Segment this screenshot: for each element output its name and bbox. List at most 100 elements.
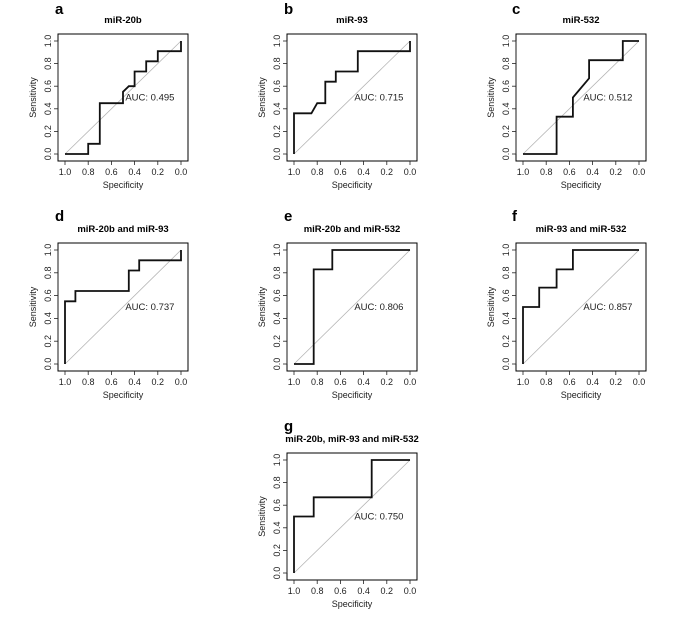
x-tick-label: 0.0	[404, 586, 417, 596]
y-tick-label: 0.0	[43, 148, 53, 161]
x-tick-label: 0.4	[586, 167, 599, 177]
y-tick-label: 0.2	[43, 125, 53, 138]
roc-curve	[522, 249, 639, 364]
x-tick-label: 0.6	[105, 167, 118, 177]
x-axis-label: Specificity	[332, 180, 373, 190]
x-tick-label: 0.8	[311, 167, 324, 177]
y-tick-label: 0.8	[272, 267, 282, 280]
y-tick-label: 0.2	[272, 125, 282, 138]
y-tick-label: 0.0	[272, 148, 282, 161]
roc-panel-e: e miR-20b and miR-532 0.0 0.2 0.4 0.6 0.8 1.0 1.…	[257, 208, 418, 400]
x-tick-label: 0.4	[586, 377, 599, 387]
y-tick-label: 0.8	[43, 57, 53, 70]
panel-title: miR-20b and miR-532	[304, 224, 401, 235]
roc-panel-b: b miR-93 0.0 0.2 0.4 0.6 0.8 1.0 1.0 0.8 0.6 0.4 0.2…	[257, 1, 418, 190]
y-tick-label: 0.6	[43, 80, 53, 93]
y-tick-label: 0.6	[272, 80, 282, 93]
x-tick-label: 0.2	[381, 586, 394, 596]
y-tick-label: 0.6	[501, 289, 511, 302]
roc-curve	[294, 249, 410, 365]
y-tick-label: 0.4	[43, 103, 53, 116]
x-tick-label: 1.0	[288, 167, 301, 177]
x-tick-label: 0.4	[357, 167, 370, 177]
y-tick-label: 0.4	[43, 312, 53, 325]
y-axis-label: Sensitivity	[257, 496, 267, 537]
x-tick-label: 0.0	[633, 167, 646, 177]
roc-panel-c: c miR-532 0.0 0.2 0.4 0.6 0.8 1.0 1.0 0.8 0.6 0.4 0.…	[486, 1, 647, 190]
x-tick-label: 0.6	[563, 377, 576, 387]
y-tick-label: 0.8	[501, 267, 511, 280]
auc-label: AUC: 0.495	[125, 93, 174, 104]
roc-curve	[523, 40, 639, 155]
x-tick-label: 0.4	[357, 586, 370, 596]
y-tick-label: 0.8	[43, 267, 53, 280]
x-tick-label: 0.6	[334, 167, 347, 177]
y-tick-label: 0.4	[272, 522, 282, 535]
y-axis-label: Sensitivity	[486, 286, 496, 327]
y-tick-label: 1.0	[272, 35, 282, 48]
y-tick-label: 0.0	[501, 148, 511, 161]
panel-letter: e	[284, 208, 292, 225]
auc-label: AUC: 0.512	[583, 93, 632, 104]
x-tick-label: 0.6	[334, 586, 347, 596]
x-tick-label: 0.0	[633, 377, 646, 387]
y-tick-label: 0.4	[272, 312, 282, 325]
auc-label: AUC: 0.806	[354, 302, 403, 313]
panel-letter: a	[55, 1, 64, 18]
panel-title: miR-532	[563, 15, 600, 26]
x-tick-label: 0.4	[357, 377, 370, 387]
auc-label: AUC: 0.715	[354, 93, 403, 104]
x-tick-label: 1.0	[517, 167, 530, 177]
x-tick-label: 1.0	[288, 586, 301, 596]
y-tick-label: 0.0	[272, 358, 282, 371]
x-tick-label: 1.0	[59, 167, 72, 177]
y-axis-label: Sensitivity	[28, 77, 38, 118]
y-tick-label: 1.0	[43, 244, 53, 257]
y-tick-label: 0.8	[272, 57, 282, 70]
y-tick-label: 1.0	[272, 454, 282, 467]
panel-title: miR-20b and miR-93	[77, 224, 168, 235]
y-tick-label: 0.0	[272, 567, 282, 580]
x-tick-label: 1.0	[517, 377, 530, 387]
x-tick-label: 0.4	[128, 377, 141, 387]
x-tick-label: 0.0	[175, 377, 188, 387]
y-tick-label: 0.2	[272, 335, 282, 348]
y-tick-label: 0.2	[501, 335, 511, 348]
reference-diagonal	[522, 249, 640, 365]
x-tick-label: 0.2	[152, 167, 165, 177]
y-tick-label: 1.0	[43, 35, 53, 48]
x-tick-label: 0.2	[152, 377, 165, 387]
y-tick-label: 0.0	[43, 358, 53, 371]
panel-title: miR-93	[336, 15, 368, 26]
panel-letter: d	[55, 208, 64, 225]
reference-diagonal	[293, 40, 411, 155]
y-tick-label: 0.6	[501, 80, 511, 93]
panel-letter: c	[512, 1, 520, 18]
auc-label: AUC: 0.857	[583, 302, 632, 313]
panel-letter: f	[512, 208, 518, 225]
roc-curve	[293, 41, 411, 154]
panel-title: miR-20b, miR-93 and miR-532	[285, 434, 419, 445]
roc-panel-a: a miR-20b 0.0 0.2 0.4 0.6 0.8 1.0 1.0 0.8 0.6 0.4 0.…	[28, 1, 189, 190]
x-tick-label: 0.6	[334, 377, 347, 387]
x-tick-label: 0.2	[381, 377, 394, 387]
x-tick-label: 0.0	[404, 377, 417, 387]
y-axis-label: Sensitivity	[257, 286, 267, 327]
y-tick-label: 0.2	[272, 544, 282, 557]
y-tick-label: 0.6	[272, 289, 282, 302]
y-tick-label: 0.8	[501, 57, 511, 70]
x-axis-label: Specificity	[332, 390, 373, 400]
reference-diagonal	[64, 249, 182, 365]
y-tick-label: 0.8	[272, 476, 282, 489]
x-axis-label: Specificity	[103, 390, 144, 400]
x-tick-label: 0.6	[563, 167, 576, 177]
x-tick-label: 0.6	[105, 377, 118, 387]
x-tick-label: 0.8	[540, 167, 553, 177]
panel-title: miR-93 and miR-532	[536, 224, 627, 235]
x-tick-label: 0.8	[311, 377, 324, 387]
y-tick-label: 0.4	[501, 312, 511, 325]
y-tick-label: 0.4	[501, 103, 511, 116]
x-tick-label: 0.8	[82, 377, 95, 387]
x-axis-label: Specificity	[561, 180, 602, 190]
